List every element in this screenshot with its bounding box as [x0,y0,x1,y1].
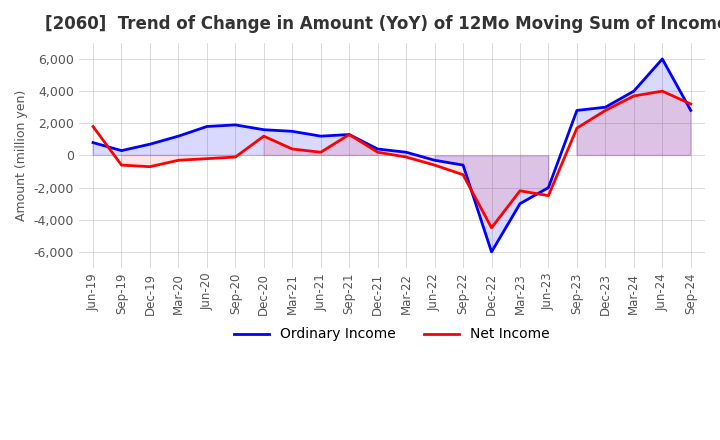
Ordinary Income [145,142,154,147]
Ordinary Income [516,201,524,206]
Net Income [459,172,467,177]
Ordinary Income [686,108,695,113]
Ordinary Income [402,150,410,155]
Net Income [288,147,297,152]
Net Income [601,108,610,113]
Ordinary Income [259,127,268,132]
Net Income [629,93,638,99]
Ordinary Income [174,133,183,139]
Net Income [487,225,496,231]
Ordinary Income [117,148,126,153]
Ordinary Income [459,162,467,168]
Net Income [145,164,154,169]
Ordinary Income [316,133,325,139]
Net Income [544,193,553,198]
Ordinary Income [202,124,211,129]
Net Income [174,158,183,163]
Net Income [117,162,126,168]
Ordinary Income [658,56,667,62]
Y-axis label: Amount (million yen): Amount (million yen) [15,90,28,221]
Legend: Ordinary Income, Net Income: Ordinary Income, Net Income [229,322,555,347]
Net Income [259,133,268,139]
Net Income [231,154,240,160]
Ordinary Income [544,185,553,190]
Net Income [516,188,524,194]
Net Income [202,156,211,161]
Net Income [572,125,581,131]
Ordinary Income [572,108,581,113]
Net Income [658,88,667,94]
Ordinary Income [601,105,610,110]
Title: [2060]  Trend of Change in Amount (YoY) of 12Mo Moving Sum of Incomes: [2060] Trend of Change in Amount (YoY) o… [45,15,720,33]
Line: Net Income: Net Income [93,91,690,228]
Net Income [686,101,695,106]
Net Income [316,150,325,155]
Ordinary Income [231,122,240,128]
Ordinary Income [345,132,354,137]
Net Income [345,132,354,137]
Ordinary Income [374,147,382,152]
Ordinary Income [431,158,439,163]
Ordinary Income [629,88,638,94]
Ordinary Income [487,249,496,255]
Ordinary Income [89,140,97,145]
Net Income [374,150,382,155]
Ordinary Income [288,128,297,134]
Net Income [89,124,97,129]
Net Income [431,162,439,168]
Line: Ordinary Income: Ordinary Income [93,59,690,252]
Net Income [402,154,410,160]
